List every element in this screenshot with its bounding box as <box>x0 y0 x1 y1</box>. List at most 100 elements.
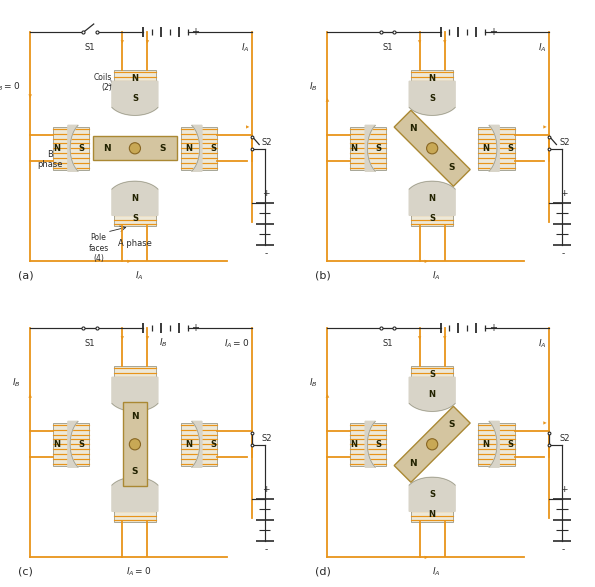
Polygon shape <box>418 336 421 339</box>
Text: $I_B$: $I_B$ <box>159 336 167 349</box>
Bar <box>181 127 217 170</box>
Polygon shape <box>121 41 124 43</box>
Polygon shape <box>543 421 547 424</box>
Polygon shape <box>394 110 470 186</box>
Bar <box>478 127 515 170</box>
Bar <box>52 127 89 170</box>
Polygon shape <box>365 421 375 467</box>
Bar <box>411 190 453 227</box>
Text: S: S <box>508 144 513 153</box>
Text: S2: S2 <box>559 434 570 443</box>
Text: S: S <box>375 144 381 153</box>
Text: N: N <box>185 144 192 153</box>
Text: S1: S1 <box>85 43 95 52</box>
Text: S: S <box>449 420 455 429</box>
Polygon shape <box>325 98 329 102</box>
Text: -: - <box>265 249 268 258</box>
Text: S: S <box>375 440 381 449</box>
Text: N: N <box>409 124 416 133</box>
Text: N: N <box>428 510 436 519</box>
Text: N: N <box>428 390 436 399</box>
Bar <box>114 70 156 106</box>
Text: N: N <box>350 440 357 449</box>
Circle shape <box>427 143 438 154</box>
Polygon shape <box>425 259 428 263</box>
Polygon shape <box>123 403 147 486</box>
Text: N: N <box>104 144 111 153</box>
Polygon shape <box>68 421 78 467</box>
Polygon shape <box>443 336 446 339</box>
Polygon shape <box>93 136 177 160</box>
Text: +: + <box>262 188 270 198</box>
Text: -: - <box>265 545 268 554</box>
Polygon shape <box>246 125 249 129</box>
Polygon shape <box>543 125 547 129</box>
Text: +: + <box>560 485 567 494</box>
Text: $I_A$: $I_A$ <box>538 338 547 350</box>
Text: N: N <box>53 144 60 153</box>
Text: Pole
faces
(4): Pole faces (4) <box>89 234 109 263</box>
Bar <box>350 423 386 466</box>
Text: S1: S1 <box>382 339 393 348</box>
Circle shape <box>427 438 438 450</box>
Text: +: + <box>192 28 199 38</box>
Text: N: N <box>428 194 436 203</box>
Text: B
phase: B phase <box>37 150 62 169</box>
Polygon shape <box>68 125 78 171</box>
Text: $I_A$: $I_A$ <box>241 42 249 54</box>
Text: N: N <box>131 194 139 203</box>
Polygon shape <box>112 477 158 511</box>
Polygon shape <box>418 41 421 43</box>
Text: $I_B$: $I_B$ <box>309 377 318 389</box>
Text: -: - <box>562 545 565 554</box>
Polygon shape <box>443 41 446 43</box>
Bar <box>114 486 156 522</box>
Text: N: N <box>482 144 489 153</box>
Text: -: - <box>136 323 139 333</box>
Bar <box>411 486 453 522</box>
Polygon shape <box>29 95 32 98</box>
Text: -: - <box>136 28 139 38</box>
Text: +: + <box>560 188 567 198</box>
Text: A phase: A phase <box>118 239 152 248</box>
Bar <box>114 190 156 227</box>
Text: +: + <box>262 485 270 494</box>
Text: $I_A$: $I_A$ <box>432 270 441 282</box>
Text: N: N <box>482 440 489 449</box>
Text: N: N <box>428 73 436 83</box>
Text: +: + <box>488 28 497 38</box>
Circle shape <box>129 438 140 450</box>
Text: S: S <box>508 440 513 449</box>
Text: (b): (b) <box>315 271 331 281</box>
Polygon shape <box>365 125 375 171</box>
Bar <box>411 70 453 106</box>
Text: S: S <box>78 440 84 449</box>
Text: S: S <box>429 94 435 103</box>
Text: $I_B = 0$: $I_B = 0$ <box>0 80 20 93</box>
Polygon shape <box>112 81 158 115</box>
Text: S: S <box>159 144 166 153</box>
Bar <box>181 423 217 466</box>
Text: S: S <box>78 144 84 153</box>
Text: S1: S1 <box>382 43 393 52</box>
Polygon shape <box>121 336 124 339</box>
Text: -: - <box>433 28 436 38</box>
Text: (a): (a) <box>18 271 33 281</box>
Polygon shape <box>409 181 455 215</box>
Text: (c): (c) <box>18 567 33 577</box>
Polygon shape <box>409 81 455 115</box>
Polygon shape <box>192 125 202 171</box>
Text: $I_A = 0$: $I_A = 0$ <box>126 566 152 578</box>
Text: $I_A$: $I_A$ <box>432 566 441 578</box>
Text: N: N <box>409 460 416 468</box>
Text: S: S <box>429 490 435 499</box>
Text: N: N <box>131 412 139 421</box>
Bar <box>114 366 156 403</box>
Text: $I_A$: $I_A$ <box>538 42 547 54</box>
Text: -: - <box>562 249 565 258</box>
Polygon shape <box>112 181 158 215</box>
Text: S: S <box>210 440 216 449</box>
Bar <box>478 423 515 466</box>
Text: S: S <box>429 214 435 223</box>
Text: Coils
(2): Coils (2) <box>93 73 112 92</box>
